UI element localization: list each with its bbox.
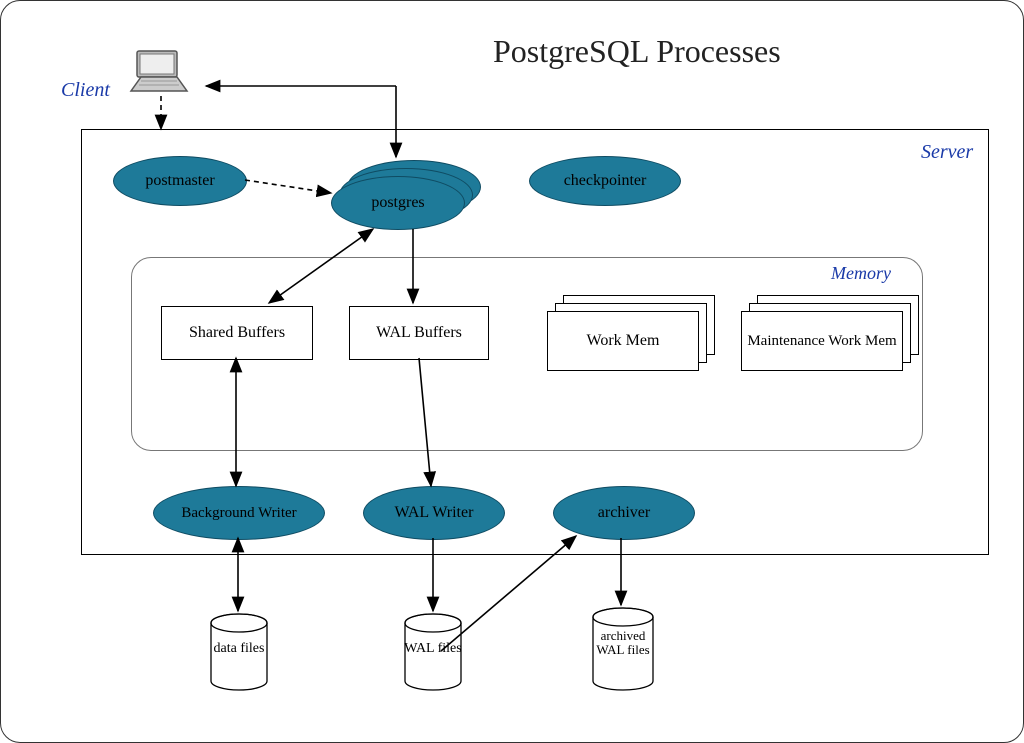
wal-buffers-label: WAL Buffers — [376, 323, 462, 342]
postmaster-process: postmaster — [113, 156, 247, 206]
checkpointer-label: checkpointer — [564, 172, 647, 190]
checkpointer-process: checkpointer — [529, 156, 681, 206]
workmem-label: Work Mem — [587, 331, 660, 350]
walwriter-process: WAL Writer — [363, 486, 505, 540]
shared-buffers-box: Shared Buffers — [161, 306, 313, 360]
archived-wal-cylinder: archived WAL files — [591, 607, 655, 691]
client-label: Client — [61, 79, 110, 102]
memory-label: Memory — [831, 263, 891, 284]
postgres-process: postgres — [331, 176, 465, 230]
wal-files-cylinder: WAL files — [403, 613, 463, 691]
walwriter-label: WAL Writer — [395, 504, 474, 522]
archiver-process: archiver — [553, 486, 695, 540]
postmaster-label: postmaster — [145, 172, 214, 190]
bgwriter-process: Background Writer — [153, 486, 325, 540]
archiver-label: archiver — [598, 504, 650, 522]
server-label: Server — [921, 141, 973, 164]
diagram-canvas: PostgreSQL Processes Client Server Memor… — [0, 0, 1024, 743]
shared-buffers-label: Shared Buffers — [189, 323, 285, 342]
maintmem-label: Maintenance Work Mem — [747, 332, 896, 350]
workmem-box: Work Mem — [547, 311, 699, 371]
data-files-label: data files — [209, 641, 269, 656]
maintmem-box: Maintenance Work Mem — [741, 311, 903, 371]
bgwriter-label: Background Writer — [181, 505, 296, 522]
wal-files-label: WAL files — [403, 641, 463, 656]
diagram-title: PostgreSQL Processes — [493, 33, 781, 70]
archived-wal-label: archived WAL files — [591, 629, 655, 658]
wal-buffers-box: WAL Buffers — [349, 306, 489, 360]
laptop-icon — [127, 49, 191, 95]
data-files-cylinder: data files — [209, 613, 269, 691]
postgres-label: postgres — [371, 194, 424, 212]
